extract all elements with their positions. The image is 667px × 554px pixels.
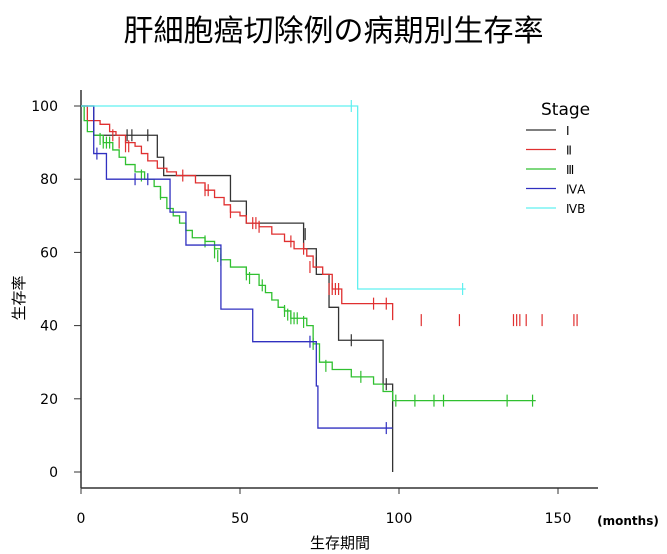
x-axis-unit: (months) xyxy=(597,514,659,528)
km-curve-5 xyxy=(81,105,466,290)
legend-label: Ⅲ xyxy=(566,163,574,177)
x-tick-label: 100 xyxy=(386,511,413,527)
km-curve-1 xyxy=(81,105,394,472)
legend-title: Stage xyxy=(541,100,590,120)
km-curve-2 xyxy=(81,105,394,321)
km-curve-4 xyxy=(81,105,393,429)
y-tick-label: 60 xyxy=(40,245,58,261)
km-curve-3 xyxy=(81,105,536,402)
x-tick-label: 150 xyxy=(545,511,572,527)
x-axis-label: 生存期間 xyxy=(310,534,370,552)
legend-label: Ⅱ xyxy=(566,144,572,158)
x-tick-label: 0 xyxy=(77,511,86,527)
legend-label: ⅣA xyxy=(566,183,586,197)
y-tick-label: 20 xyxy=(40,392,58,408)
legend-label: Ⅰ xyxy=(566,124,570,138)
chart-title: 肝細胞癌切除例の病期別生存率 xyxy=(123,14,544,49)
y-tick-label: 100 xyxy=(31,99,58,115)
y-tick-label: 0 xyxy=(49,465,58,481)
y-axis-label: 生存率 xyxy=(10,275,28,320)
x-tick-label: 50 xyxy=(231,511,249,527)
y-tick-label: 80 xyxy=(40,172,58,188)
y-tick-label: 40 xyxy=(40,319,58,335)
legend-label: ⅣB xyxy=(566,202,585,216)
